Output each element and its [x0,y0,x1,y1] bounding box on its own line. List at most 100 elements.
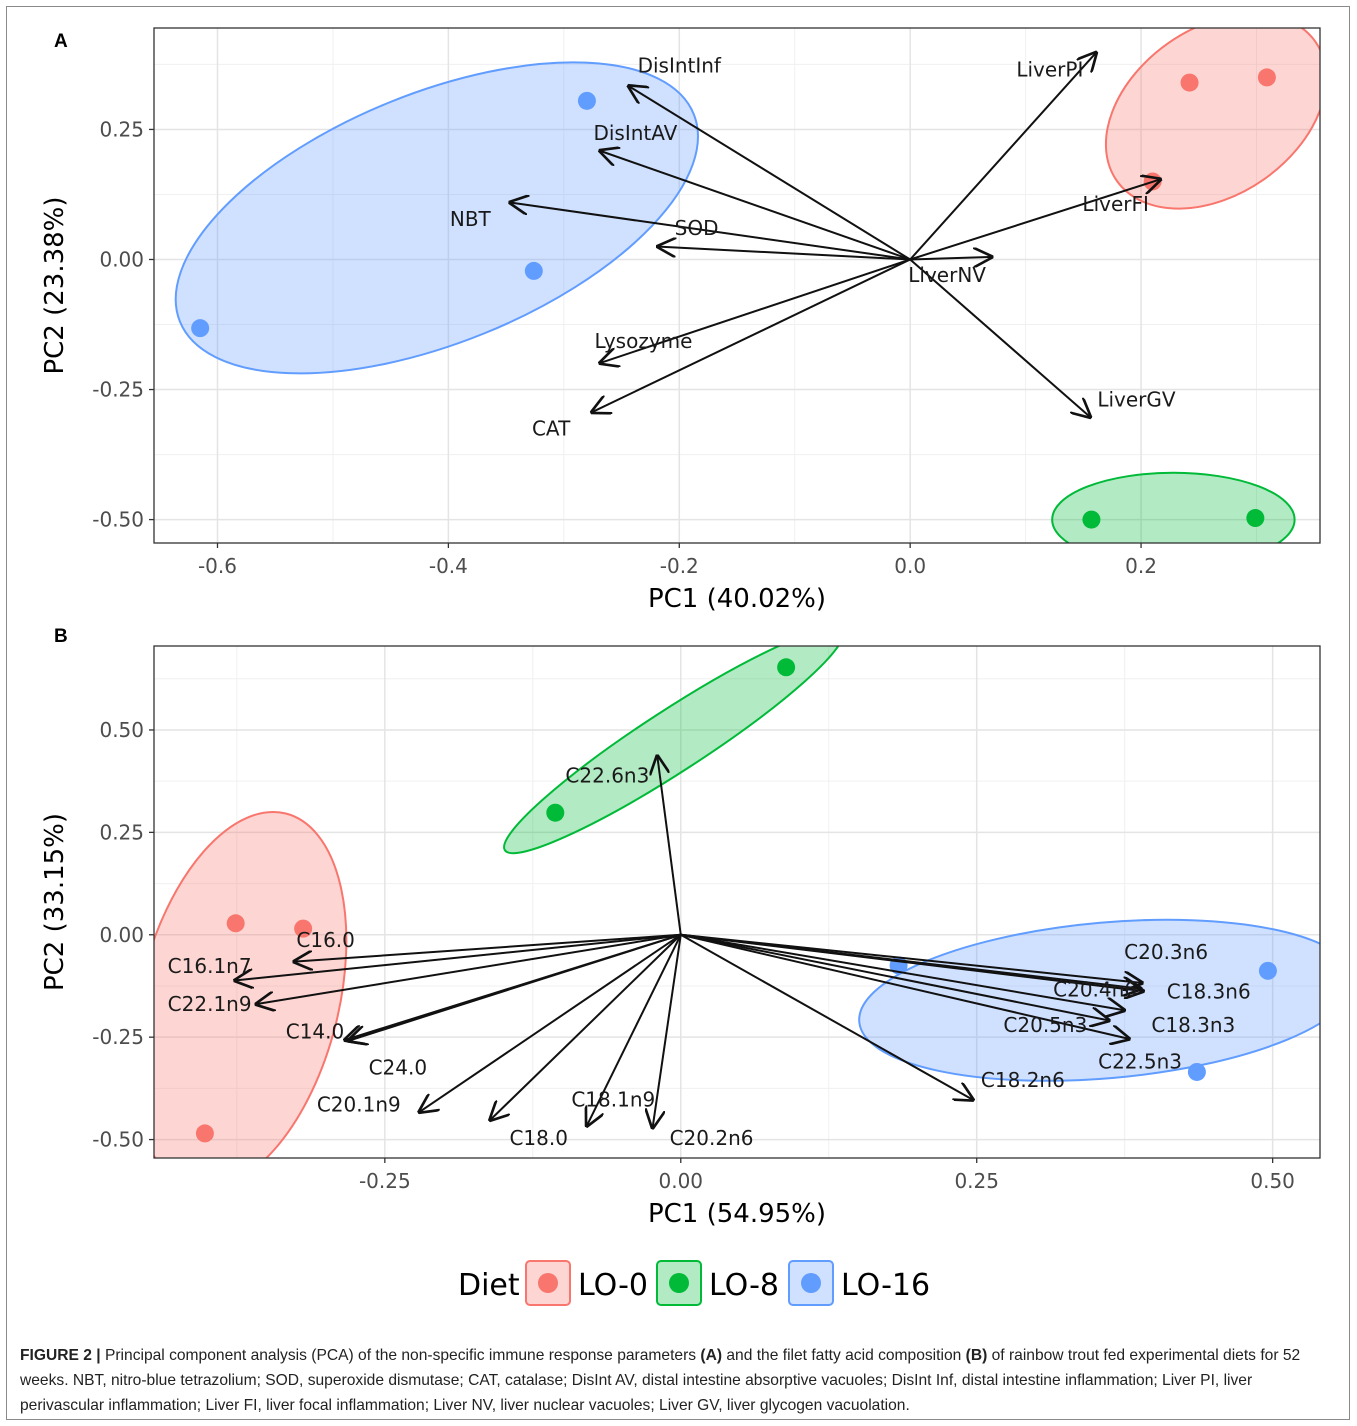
figure-frame [6,6,1350,1420]
loading-label: C20.5n3 [1003,1013,1087,1037]
loading-arrow [652,934,682,1130]
x-tick-label: -0.2 [660,554,699,578]
loading-arrow [656,246,911,261]
loading-label: C20.2n6 [670,1126,754,1150]
loading-label: Lysozyme [595,329,693,353]
loading-arrow [418,933,682,1113]
caption-text-2: and the filet fatty acid composition [722,1347,966,1364]
legend-label-lo-0: LO-0 [578,1268,648,1303]
data-point-lo-16 [191,319,210,338]
data-point-lo-0 [1257,68,1276,87]
data-point-lo-16 [577,91,596,110]
loading-arrow [508,202,911,261]
y-tick-label: -0.50 [92,508,144,532]
group-ellipse-lo-16 [174,61,699,375]
group-ellipse-lo-8 [503,646,845,855]
x-tick-label: -0.6 [198,554,237,578]
x-axis-title: PC1 (40.02%) [648,584,826,614]
caption-panel-a-ref: (A) [700,1347,723,1364]
data-point-lo-8 [1246,509,1265,528]
loading-label: C16.0 [296,928,355,952]
legend-label-lo-16: LO-16 [841,1268,930,1303]
data-point-lo-8 [546,803,565,822]
pca-panel-a: DisIntInf DisIntAV NBT SOD Lysozyme CAT LiverP… [40,27,1321,614]
loading-arrow [680,933,1126,1011]
loading-label: LiverFI [1082,192,1148,216]
loading-arrow [627,85,911,261]
plot-background [154,28,1320,543]
group-ellipse-lo-0 [1104,28,1320,210]
y-tick-label: 0.50 [99,718,144,742]
loading-label: C18.2n6 [981,1068,1065,1092]
loading-label: LiverGV [1097,387,1176,411]
loading-label: C22.6n3 [565,764,649,788]
y-tick-label: -0.50 [92,1128,144,1152]
x-tick-label: 0.0 [894,554,926,578]
x-axis-title: PC1 (54.95%) [648,1199,826,1229]
loading-label: C18.0 [509,1126,568,1150]
loading-label: C20.4n6 [1053,977,1137,1001]
loading-label: DisIntAV [593,121,677,145]
loading-label: LiverPI [1016,58,1083,82]
loading-arrow [590,258,911,412]
y-tick-label: -0.25 [92,378,144,402]
legend-dot-lo-0 [538,1273,558,1293]
loading-arrow [910,257,993,260]
y-tick-label: 0.25 [99,117,144,141]
loading-label: C16.1n7 [168,954,252,978]
x-tick-label: 0.2 [1125,554,1157,578]
loading-arrow [909,51,1097,261]
caption-text-3: of rainbow trout fed experimental diets … [20,1347,1301,1414]
loading-arrow [909,179,1162,261]
x-tick-label: 0.50 [1250,1169,1295,1193]
loading-arrow [680,933,975,1101]
y-tick-label: 0.00 [99,923,144,947]
loading-label: C18.3n6 [1167,979,1251,1003]
data-point-lo-16 [1187,1062,1206,1081]
loading-label: C18.3n3 [1151,1013,1235,1037]
loading-arrow [598,150,911,261]
loading-label: C24.0 [369,1056,428,1080]
loading-arrow [909,258,1091,418]
loading-arrow [657,755,682,935]
panel-letter-a: A [54,31,68,52]
pca-panel-b: C22.6n3 C16.0 C16.1n7 C22.1n9 C14.0 C24.0 C20.… [40,645,1321,1229]
legend-dot-lo-8 [669,1273,689,1293]
plot-border [153,27,1321,544]
y-tick-label: 0.00 [99,247,144,271]
loading-arrow [586,934,682,1128]
caption-text-1: Principal component analysis (PCA) of th… [100,1347,701,1364]
legend-title: Diet [458,1268,520,1303]
y-axis-title: PC2 (33.15%) [40,813,70,991]
legend-label-lo-8: LO-8 [709,1268,779,1303]
loading-arrow [680,933,1143,989]
loading-label: C22.1n9 [168,992,252,1016]
data-point-lo-0 [226,914,245,933]
group-ellipse-lo-8 [1051,471,1296,543]
data-point-lo-0 [195,1124,214,1143]
group-ellipse-lo-0 [154,810,348,1158]
y-axis-title: PC2 (23.38%) [40,196,70,374]
data-point-lo-16 [524,261,543,280]
caption-panel-b-ref: (B) [965,1347,988,1364]
figure-caption: FIGURE 2 | Principal component analysis … [20,1343,1340,1418]
plot-border [153,645,1321,1159]
diet-legend: Diet LO-0 LO-8 LO-16 [458,1260,930,1306]
data-point-lo-0 [294,919,313,938]
loading-label: DisIntInf [638,54,722,78]
loading-label: C22.5n3 [1098,1049,1182,1073]
figure-canvas: A B DisIntInf DisIntAV NBT SOD Lysozyme CAT Li… [40,27,1321,1306]
loading-arrow [233,933,681,981]
data-point-lo-16 [1258,961,1277,980]
data-point-lo-0 [1180,73,1199,92]
panel-letter-b: B [54,626,68,647]
caption-label: FIGURE 2 | [20,1347,101,1364]
plot-content: DisIntInf DisIntAV NBT SOD Lysozyme CAT LiverP… [174,28,1320,543]
loading-arrow [343,933,682,1041]
loading-arrow [680,933,1131,1039]
loading-label: C20.3n6 [1124,940,1208,964]
loading-label: C20.1n9 [317,1092,401,1116]
plot-background [154,646,1320,1158]
plot-content: C22.6n3 C16.0 C16.1n7 C22.1n9 C14.0 C24.0 C20.… [154,646,1320,1158]
loading-label: SOD [675,216,719,240]
